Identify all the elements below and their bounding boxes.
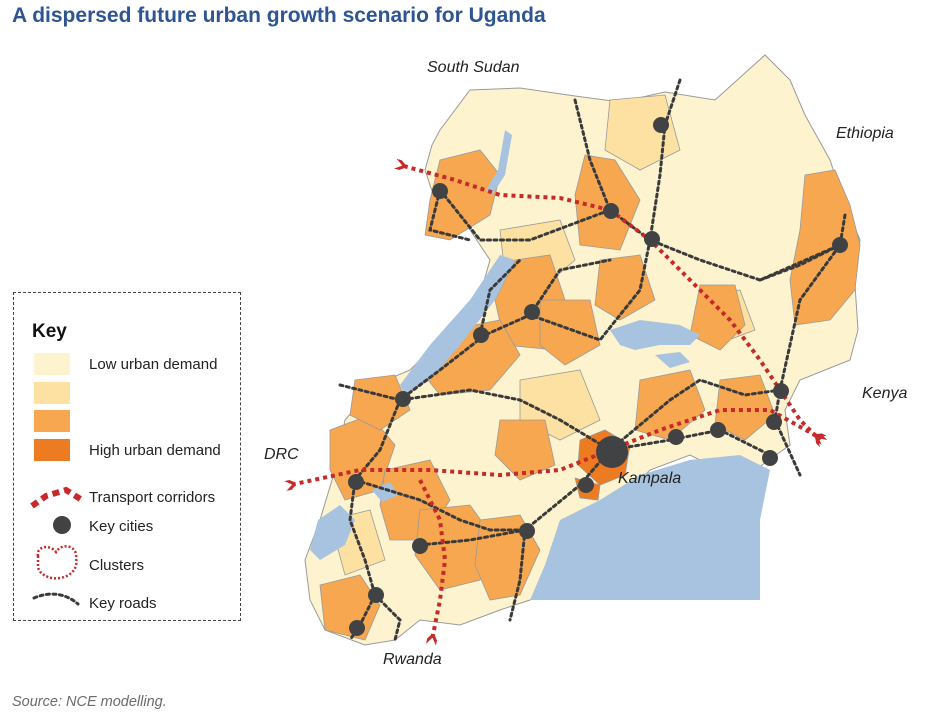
key-item-medium-high-demand bbox=[14, 410, 240, 434]
key-city-marker bbox=[395, 391, 411, 407]
label-kenya: Kenya bbox=[862, 385, 908, 402]
key-city-marker bbox=[710, 422, 726, 438]
label-south-sudan: South Sudan bbox=[427, 59, 520, 76]
key-label: Transport corridors bbox=[89, 489, 216, 506]
key-item-low-medium-demand bbox=[14, 382, 240, 406]
swatch-low-medium-demand bbox=[34, 382, 70, 404]
key-item-low-demand: Low urban demand bbox=[14, 353, 240, 377]
key-city-marker bbox=[668, 429, 684, 445]
label-drc: DRC bbox=[264, 446, 299, 463]
key-city-marker bbox=[832, 237, 848, 253]
transport-corridor-icon bbox=[30, 486, 82, 509]
key-city-marker bbox=[348, 474, 364, 490]
map-key: Key Low urban demand High urban demand T… bbox=[13, 292, 241, 621]
key-city-icon bbox=[53, 516, 71, 534]
label-rwanda: Rwanda bbox=[383, 651, 442, 668]
key-road-icon bbox=[32, 592, 80, 606]
key-item-key-roads: Key roads bbox=[14, 592, 240, 616]
key-title: Key bbox=[32, 321, 67, 342]
cluster-icon bbox=[36, 545, 78, 580]
key-city-marker bbox=[762, 450, 778, 466]
key-city-marker bbox=[432, 183, 448, 199]
key-item-high-demand: High urban demand bbox=[14, 439, 240, 463]
transport-corridors bbox=[290, 165, 820, 640]
map-title: A dispersed future urban growth scenario… bbox=[12, 4, 546, 27]
key-item-transport-corridors: Transport corridors bbox=[14, 486, 240, 510]
key-city-marker bbox=[412, 538, 428, 554]
key-city-marker bbox=[603, 203, 619, 219]
key-city-marker bbox=[524, 304, 540, 320]
lakes bbox=[310, 130, 770, 600]
key-city-marker bbox=[349, 620, 365, 636]
key-city-marker bbox=[473, 327, 489, 343]
key-item-clusters: Clusters bbox=[14, 545, 240, 580]
label-ethiopia: Ethiopia bbox=[836, 125, 894, 142]
key-city-marker bbox=[368, 587, 384, 603]
key-city-marker bbox=[773, 383, 789, 399]
key-city-marker bbox=[644, 231, 660, 247]
swatch-medium-high-demand bbox=[34, 410, 70, 432]
key-cities bbox=[348, 117, 848, 636]
label-kampala: Kampala bbox=[618, 470, 682, 487]
key-city-marker bbox=[653, 117, 669, 133]
key-label: Key cities bbox=[89, 518, 154, 535]
key-city-marker bbox=[519, 523, 535, 539]
key-label: Key roads bbox=[89, 595, 157, 612]
source-note: Source: NCE modelling. bbox=[12, 694, 167, 710]
swatch-low-demand bbox=[34, 353, 70, 375]
key-city-marker bbox=[578, 477, 594, 493]
key-label: Clusters bbox=[89, 557, 145, 574]
key-label: High urban demand bbox=[89, 442, 221, 459]
key-item-key-cities: Key cities bbox=[14, 515, 240, 539]
swatch-high-demand bbox=[34, 439, 70, 461]
key-city-marker bbox=[766, 414, 782, 430]
key-label: Low urban demand bbox=[89, 356, 218, 373]
kampala-city-marker bbox=[596, 436, 628, 468]
